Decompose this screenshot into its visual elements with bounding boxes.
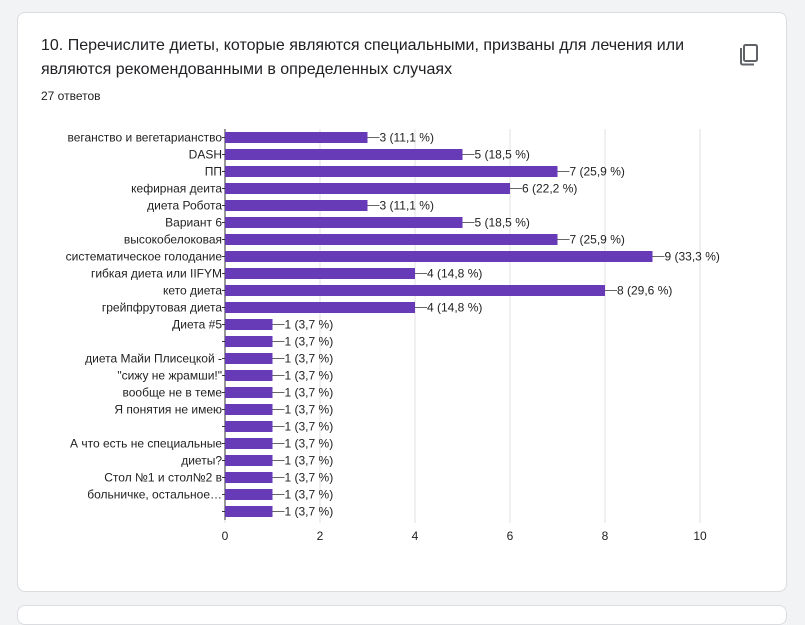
bar bbox=[225, 404, 273, 415]
data-label: 3 (11,1 %) bbox=[380, 131, 434, 145]
category-label: ПП bbox=[205, 165, 222, 179]
x-tick-label: 0 bbox=[222, 529, 229, 543]
data-label: 1 (3,7 %) bbox=[285, 403, 334, 417]
category-label: Вариант 6 bbox=[165, 216, 222, 230]
question-title: 10. Перечислите диеты, которые являются … bbox=[41, 37, 685, 78]
category-label: DASH bbox=[189, 148, 222, 162]
data-label: 1 (3,7 %) bbox=[285, 318, 334, 332]
data-label: 6 (22,2 %) bbox=[522, 182, 577, 196]
bar bbox=[225, 370, 273, 381]
category-label: Я понятия не имею bbox=[114, 403, 222, 417]
data-label: 1 (3,7 %) bbox=[285, 386, 334, 400]
bar bbox=[225, 149, 463, 160]
data-label: 1 (3,7 %) bbox=[285, 352, 334, 366]
category-label: диета Майи Плисецкой - bbox=[85, 352, 222, 366]
category-label: грейпфрутовая диета bbox=[102, 301, 222, 315]
data-label: 5 (18,5 %) bbox=[475, 216, 530, 230]
category-label: кето диета bbox=[163, 284, 222, 298]
bar bbox=[225, 268, 415, 279]
data-label: 1 (3,7 %) bbox=[285, 437, 334, 451]
bar bbox=[225, 472, 273, 483]
bar bbox=[225, 438, 273, 449]
bar bbox=[225, 166, 558, 177]
bar bbox=[225, 319, 273, 330]
category-label: "сижу не жрамши!" bbox=[117, 369, 222, 383]
x-tick-label: 8 bbox=[602, 529, 609, 543]
bar bbox=[225, 421, 273, 432]
bar bbox=[225, 183, 510, 194]
data-label: 1 (3,7 %) bbox=[285, 454, 334, 468]
data-label: 1 (3,7 %) bbox=[285, 471, 334, 485]
data-label: 8 (29,6 %) bbox=[617, 284, 672, 298]
bar bbox=[225, 251, 653, 262]
bar bbox=[225, 336, 273, 347]
category-label: Стол №1 и стол№2 в bbox=[104, 471, 222, 485]
bar bbox=[225, 387, 273, 398]
category-label: диета Робота bbox=[147, 199, 222, 213]
x-tick-label: 10 bbox=[693, 529, 707, 543]
x-tick-label: 6 bbox=[507, 529, 514, 543]
category-label: Диета #5 bbox=[172, 318, 222, 332]
category-label: гибкая диета или IIFYM bbox=[91, 267, 222, 281]
category-label: диеты? bbox=[181, 454, 222, 468]
bar bbox=[225, 302, 415, 313]
category-label: больничке, остальное… bbox=[87, 488, 222, 502]
data-label: 1 (3,7 %) bbox=[285, 335, 334, 349]
category-label: вообще не в теме bbox=[122, 386, 222, 400]
response-count: 27 ответов bbox=[41, 89, 101, 103]
category-label: А что есть не специальные bbox=[70, 437, 222, 451]
bar-chart: 0 2 4 6 8 10 3 (11,1 %) веганство и вегетарианс… bbox=[66, 129, 720, 543]
bar bbox=[225, 506, 273, 517]
x-tick-label: 4 bbox=[412, 529, 419, 543]
bar bbox=[225, 234, 558, 245]
data-label: 1 (3,7 %) bbox=[285, 369, 334, 383]
bar bbox=[225, 285, 605, 296]
data-label: 1 (3,7 %) bbox=[285, 505, 334, 519]
data-label: 1 (3,7 %) bbox=[285, 420, 334, 434]
category-label: систематическое голодание bbox=[66, 250, 223, 264]
data-label: 7 (25,9 %) bbox=[570, 165, 625, 179]
data-label: 3 (11,1 %) bbox=[380, 199, 434, 213]
bar bbox=[225, 200, 368, 211]
data-label: 5 (18,5 %) bbox=[475, 148, 530, 162]
category-label: высокобелоковая bbox=[124, 233, 222, 247]
bar bbox=[225, 132, 368, 143]
bar bbox=[225, 455, 273, 466]
data-label: 9 (33,3 %) bbox=[665, 250, 720, 264]
data-label: 1 (3,7 %) bbox=[285, 488, 334, 502]
bar bbox=[225, 353, 273, 364]
data-label: 7 (25,9 %) bbox=[570, 233, 625, 247]
copy-chart-button[interactable] bbox=[733, 36, 765, 68]
category-label: кефирная деита bbox=[131, 182, 222, 196]
data-label: 4 (14,8 %) bbox=[427, 267, 482, 281]
bar bbox=[225, 489, 273, 500]
bar bbox=[225, 217, 463, 228]
category-label: веганство и вегетарианство bbox=[67, 131, 222, 145]
data-label: 4 (14,8 %) bbox=[427, 301, 482, 315]
x-tick-label: 2 bbox=[317, 529, 324, 543]
copy-icon bbox=[740, 44, 758, 66]
